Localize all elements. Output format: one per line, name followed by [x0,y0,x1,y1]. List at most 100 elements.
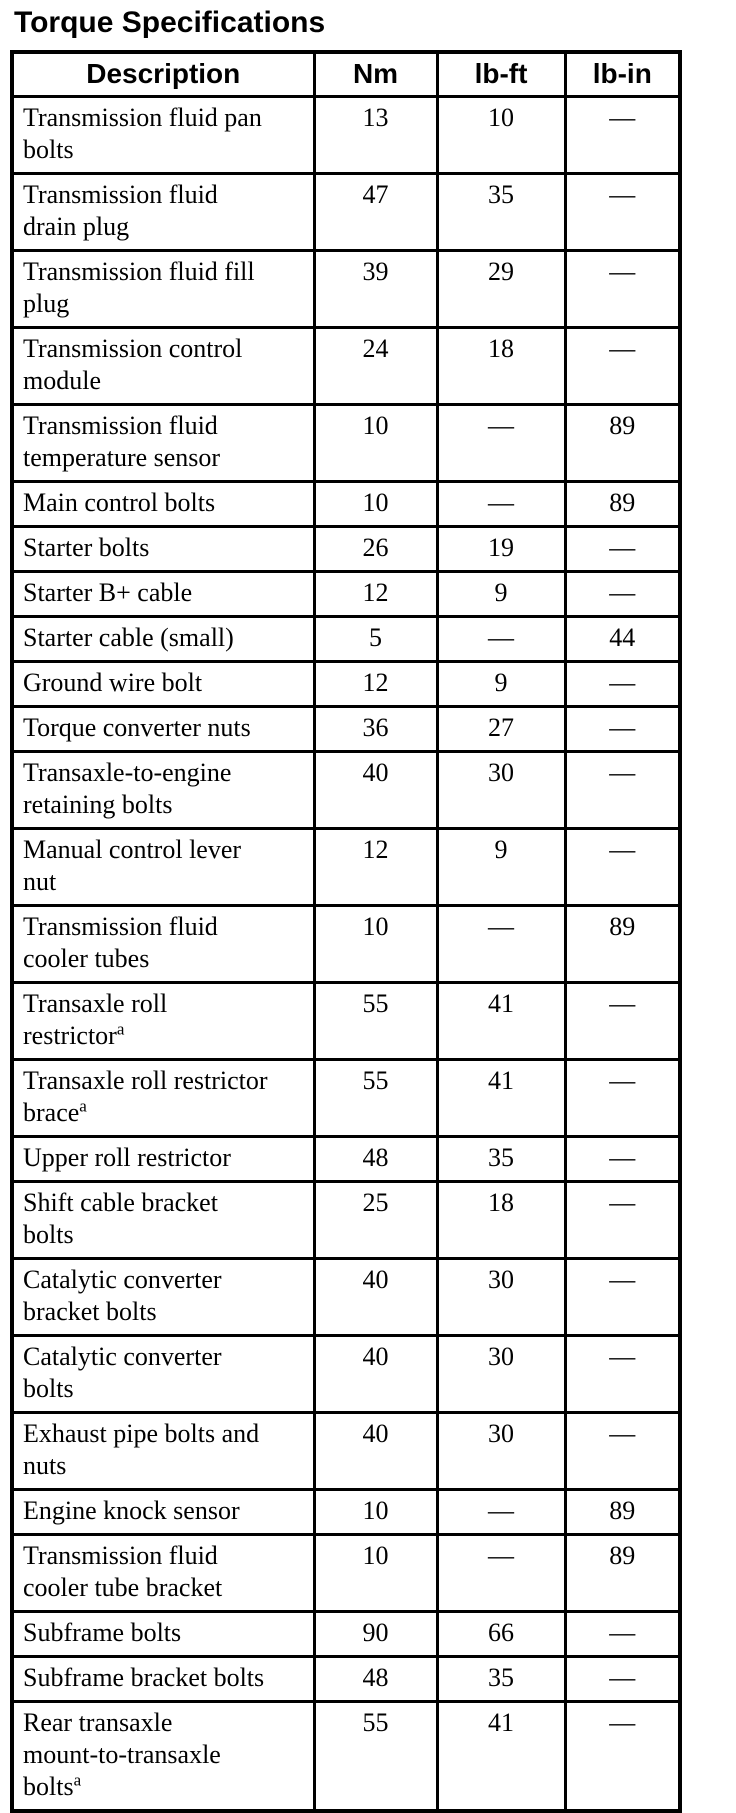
header-description: Description [10,50,316,98]
nm-value-cell: 40 [312,750,439,830]
page-title: Torque Specifications [14,6,326,39]
table-row: Transaxle roll restrictora 55 41 — [10,981,682,1061]
lb-ft-value-cell: 10 [435,95,567,175]
lb-in-value-cell: — [563,705,682,753]
table-row: Engine knock sensor 10 — 89 [10,1488,682,1536]
description-text: Catalytic converter bracket bolts [23,1265,222,1326]
table-header: Description Nm lb-ft lb-in [10,50,682,98]
description-text: Main control bolts [23,488,216,517]
description-cell: Transmission fluid cooler tube bracket [10,1533,316,1613]
lb-in-value-cell: — [563,1700,682,1813]
lb-ft-value-cell: 41 [435,1700,567,1813]
lb-in-value-cell: — [563,1655,682,1703]
lb-in-value-cell: 89 [563,403,682,483]
nm-value-cell: 55 [312,981,439,1061]
description-cell: Shift cable bracket bolts [10,1180,316,1260]
lb-ft-value-cell: — [435,1488,567,1536]
description-cell: Transaxle-to-engine retaining bolts [10,750,316,830]
nm-value-cell: 10 [312,1488,439,1536]
table-row: Transmission fluid cooler tubes 10 — 89 [10,904,682,984]
description-cell: Transmission fluid drain plug [10,172,316,252]
nm-value-cell: 55 [312,1700,439,1813]
description-cell: Transmission fluid fill plug [10,249,316,329]
table-row: Rear transaxle mount-to-transaxle boltsa… [10,1700,682,1813]
nm-value-cell: 10 [312,480,439,528]
table-row: Shift cable bracket bolts 25 18 — [10,1180,682,1260]
description-text: Shift cable bracket bolts [23,1188,218,1249]
description-text: Exhaust pipe bolts and nuts [23,1419,260,1480]
torque-specifications-table: Description Nm lb-ft lb-in Transmission … [10,50,682,1813]
description-text: Engine knock sensor [23,1496,240,1525]
table-row: Transmission fluid pan bolts 13 10 — [10,95,682,175]
nm-value-cell: 40 [312,1257,439,1337]
lb-ft-value-cell: 9 [435,570,567,618]
nm-value-cell: 40 [312,1334,439,1414]
description-text: Transaxle roll restrictor brace [23,1066,268,1127]
lb-in-value-cell: — [563,750,682,830]
nm-value-cell: 10 [312,1533,439,1613]
table-row: Starter B+ cable 12 9 — [10,570,682,618]
description-text: Transmission fluid cooler tubes [23,912,218,973]
table-row: Transmission fluid cooler tube bracket 1… [10,1533,682,1613]
lb-in-value-cell: — [563,172,682,252]
table-row: Catalytic converter bolts 40 30 — [10,1334,682,1414]
table-row: Subframe bolts 90 66 — [10,1610,682,1658]
lb-in-value-cell: — [563,1257,682,1337]
header-lb-ft: lb-ft [435,50,567,98]
nm-value-cell: 12 [312,660,439,708]
description-cell: Manual control lever nut [10,827,316,907]
table-row: Transaxle roll restrictor bracea 55 41 — [10,1058,682,1138]
lb-in-value-cell: 89 [563,904,682,984]
nm-value-cell: 10 [312,403,439,483]
description-text: Rear transaxle mount-to-transaxle bolts [23,1708,221,1801]
lb-ft-value-cell: 35 [435,1655,567,1703]
table-row: Main control bolts 10 — 89 [10,480,682,528]
lb-ft-value-cell: 18 [435,326,567,406]
lb-in-value-cell: 44 [563,615,682,663]
lb-in-value-cell: 89 [563,1533,682,1613]
table-row: Ground wire bolt 12 9 — [10,660,682,708]
nm-value-cell: 26 [312,525,439,573]
header-nm: Nm [312,50,439,98]
description-cell: Catalytic converter bracket bolts [10,1257,316,1337]
lb-in-value-cell: — [563,1411,682,1491]
lb-ft-value-cell: 18 [435,1180,567,1260]
description-text: Starter bolts [23,533,150,562]
lb-in-value-cell: — [563,95,682,175]
description-cell: Transmission control module [10,326,316,406]
table-row: Starter cable (small) 5 — 44 [10,615,682,663]
description-text: Manual control lever nut [23,835,242,896]
nm-value-cell: 10 [312,904,439,984]
lb-in-value-cell: — [563,1180,682,1260]
description-cell: Transmission fluid pan bolts [10,95,316,175]
nm-value-cell: 5 [312,615,439,663]
description-cell: Subframe bracket bolts [10,1655,316,1703]
lb-ft-value-cell: — [435,1533,567,1613]
lb-ft-value-cell: 30 [435,1411,567,1491]
nm-value-cell: 12 [312,827,439,907]
description-text: Subframe bracket bolts [23,1663,265,1692]
lb-in-value-cell: — [563,570,682,618]
lb-in-value-cell: — [563,827,682,907]
table-row: Upper roll restrictor 48 35 — [10,1135,682,1183]
description-text: Transmission control module [23,334,243,395]
nm-value-cell: 25 [312,1180,439,1260]
description-cell: Torque converter nuts [10,705,316,753]
table-row: Transmission fluid fill plug 39 29 — [10,249,682,329]
description-text: Transaxle-to-engine retaining bolts [23,758,232,819]
table-row: Transmission fluid drain plug 47 35 — [10,172,682,252]
header-lb-in: lb-in [563,50,682,98]
nm-value-cell: 24 [312,326,439,406]
lb-ft-value-cell: — [435,403,567,483]
lb-in-value-cell: — [563,326,682,406]
description-cell: Main control bolts [10,480,316,528]
description-cell: Upper roll restrictor [10,1135,316,1183]
lb-ft-value-cell: — [435,904,567,984]
lb-in-value-cell: — [563,1334,682,1414]
lb-ft-value-cell: 66 [435,1610,567,1658]
lb-ft-value-cell: 35 [435,1135,567,1183]
description-cell: Transmission fluid cooler tubes [10,904,316,984]
nm-value-cell: 13 [312,95,439,175]
lb-ft-value-cell: 27 [435,705,567,753]
lb-ft-value-cell: 30 [435,750,567,830]
